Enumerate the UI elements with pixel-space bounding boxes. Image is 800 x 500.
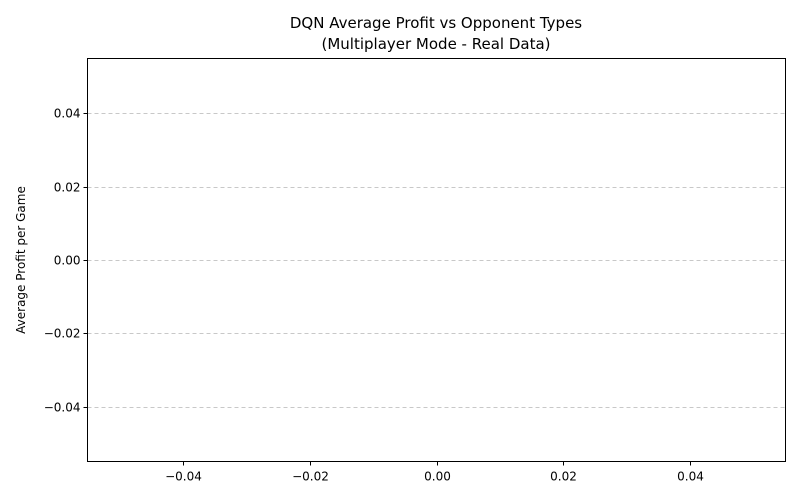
x-tick-label: −0.02 bbox=[292, 470, 329, 484]
y-tick-label: 0.02 bbox=[54, 181, 81, 195]
y-tick-label: 0.00 bbox=[54, 254, 81, 268]
y-axis-ticks: −0.04 −0.02 0.00 0.02 0.04 bbox=[44, 107, 88, 415]
chart-title-line-1: DQN Average Profit vs Opponent Types bbox=[290, 14, 582, 32]
y-axis-label: Average Profit per Game bbox=[14, 186, 28, 334]
x-tick-label: −0.04 bbox=[165, 470, 202, 484]
x-tick-label: 0.02 bbox=[550, 470, 577, 484]
y-tick-label: −0.04 bbox=[44, 401, 81, 415]
x-tick-label: 0.04 bbox=[677, 470, 704, 484]
plot-frame bbox=[87, 58, 786, 462]
x-axis-ticks: −0.04 −0.02 0.00 0.02 0.04 bbox=[165, 461, 704, 484]
y-tick-label: 0.04 bbox=[54, 107, 81, 121]
chart-title-line-2: (Multiplayer Mode - Real Data) bbox=[321, 35, 550, 53]
y-tick-label: −0.02 bbox=[44, 327, 81, 341]
x-tick-label: 0.00 bbox=[424, 470, 451, 484]
gridlines bbox=[87, 113, 786, 408]
